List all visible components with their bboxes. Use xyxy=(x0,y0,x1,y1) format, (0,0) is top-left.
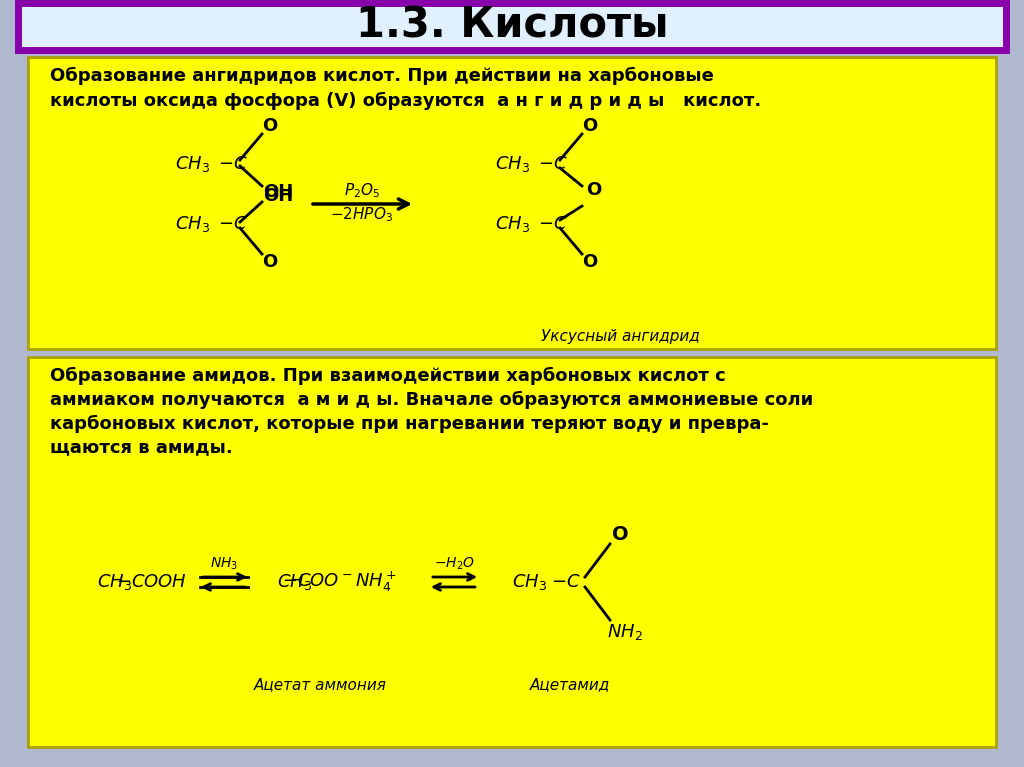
Text: $-H_2O$: $-H_2O$ xyxy=(433,556,474,572)
Text: Ацетамид: Ацетамид xyxy=(529,677,610,693)
Text: 1.3. Кислоты: 1.3. Кислоты xyxy=(355,5,669,47)
Text: O: O xyxy=(583,253,598,271)
FancyBboxPatch shape xyxy=(28,57,996,349)
Text: $CH_3$: $CH_3$ xyxy=(97,572,132,592)
Text: $-2HPO_3$: $-2HPO_3$ xyxy=(331,206,393,225)
Text: OH: OH xyxy=(263,183,293,201)
Text: OH: OH xyxy=(263,187,293,205)
Text: O: O xyxy=(262,117,278,135)
Text: $-COO^-NH_4^+$: $-COO^-NH_4^+$ xyxy=(283,570,397,594)
Text: $CH_3$: $CH_3$ xyxy=(512,572,548,592)
Text: $-C$: $-C$ xyxy=(538,215,567,233)
Text: $NH_3$: $NH_3$ xyxy=(210,556,239,572)
Text: $NH_2$: $NH_2$ xyxy=(607,622,643,642)
Text: $-C$: $-C$ xyxy=(551,573,581,591)
Text: Образование ангидридов кислот. При действии на харбоновые
кислоты оксида фосфора: Образование ангидридов кислот. При дейст… xyxy=(50,67,761,110)
Text: O: O xyxy=(262,253,278,271)
Text: O: O xyxy=(587,181,602,199)
Text: $CH_3$: $CH_3$ xyxy=(495,214,530,234)
Text: O: O xyxy=(611,525,629,544)
Text: $-C$: $-C$ xyxy=(218,215,248,233)
Text: Образование амидов. При взаимодействии харбоновых кислот с
аммиаком получаются  : Образование амидов. При взаимодействии х… xyxy=(50,367,813,456)
Text: $CH_3$: $CH_3$ xyxy=(175,154,210,174)
Text: $-C$: $-C$ xyxy=(218,155,248,173)
Text: $P_2O_5$: $P_2O_5$ xyxy=(344,182,380,200)
FancyBboxPatch shape xyxy=(18,3,1006,50)
Text: $CH_3$: $CH_3$ xyxy=(175,214,210,234)
Text: $CH_3$: $CH_3$ xyxy=(495,154,530,174)
Text: $CH_3$: $CH_3$ xyxy=(278,572,312,592)
FancyBboxPatch shape xyxy=(28,357,996,747)
Text: $-COOH$: $-COOH$ xyxy=(117,573,187,591)
Text: $-C$: $-C$ xyxy=(538,155,567,173)
Text: O: O xyxy=(583,117,598,135)
Text: Уксусный ангидрид: Уксусный ангидрид xyxy=(541,330,699,344)
Text: Ацетат аммония: Ацетат аммония xyxy=(254,677,386,693)
